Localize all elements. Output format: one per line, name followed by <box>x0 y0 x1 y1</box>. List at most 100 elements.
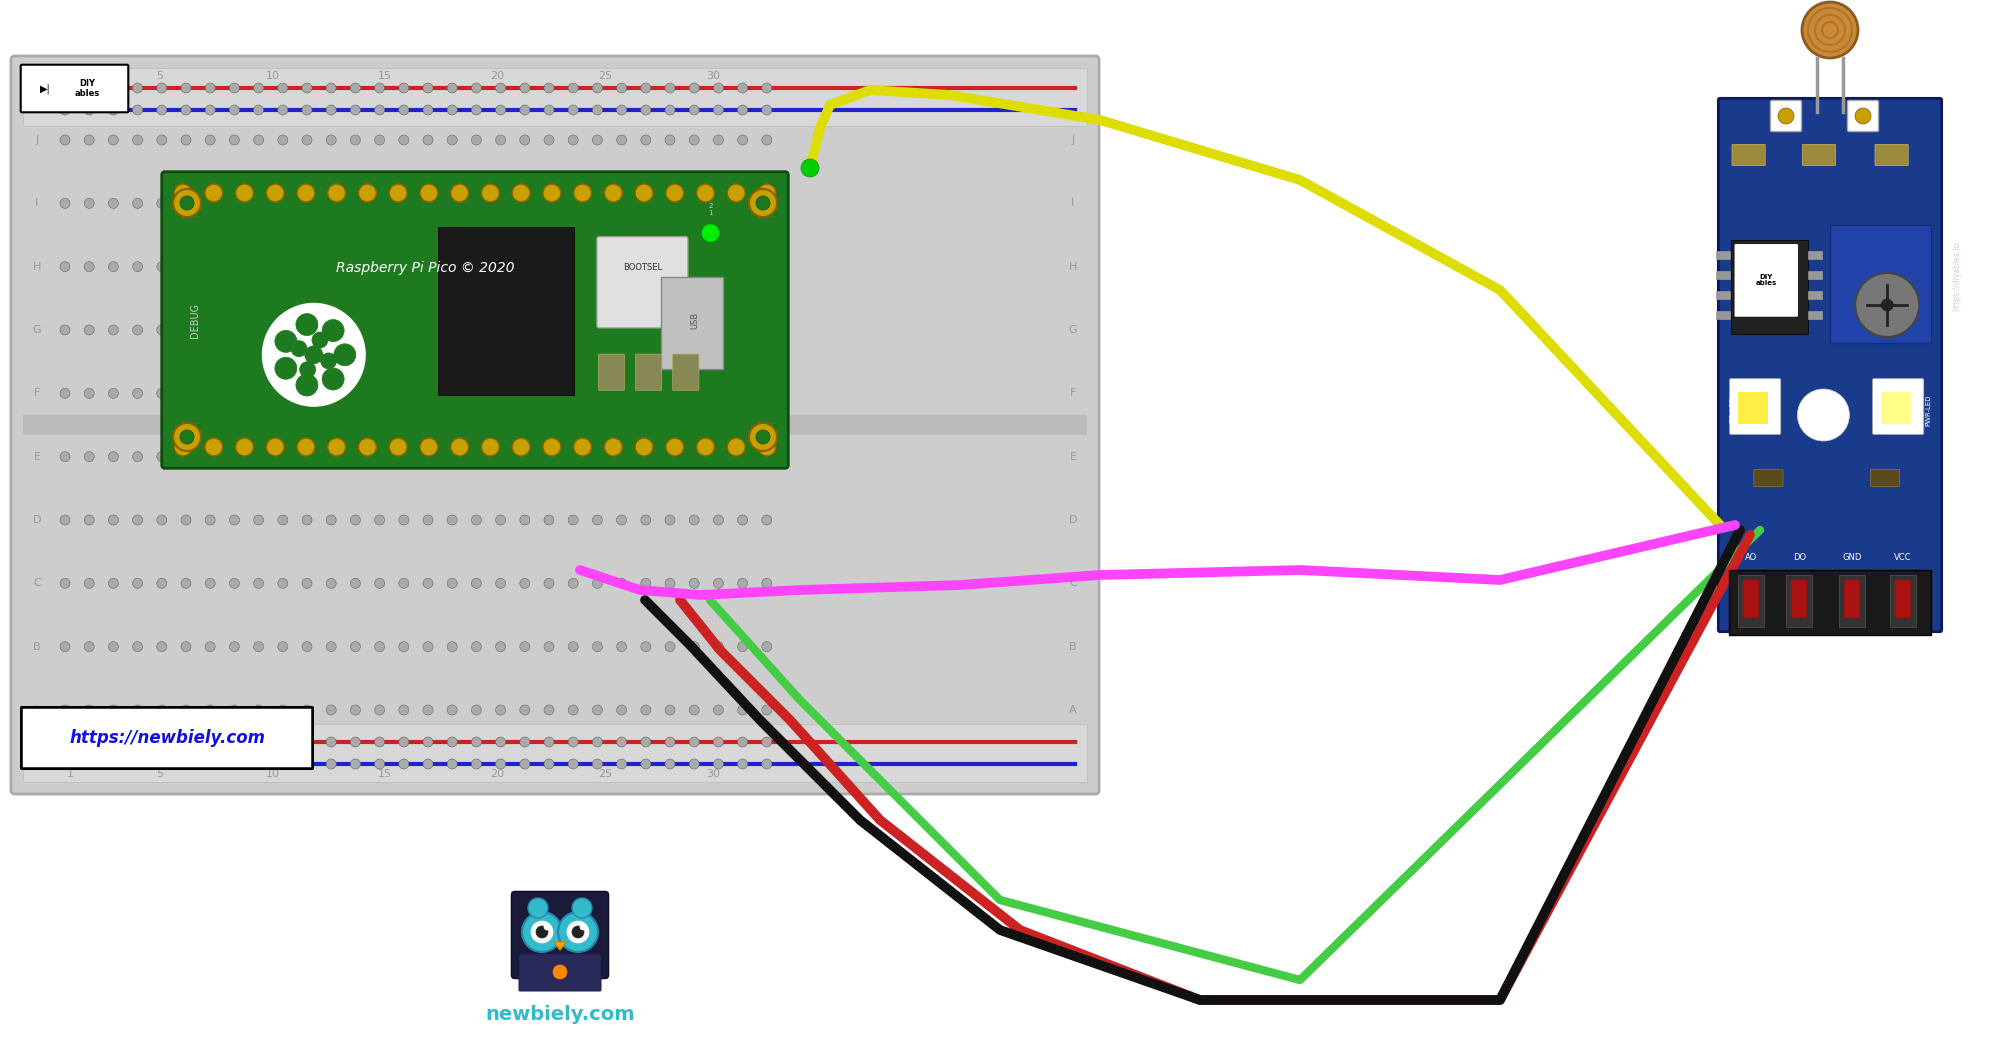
Circle shape <box>592 737 602 747</box>
Circle shape <box>592 758 602 769</box>
Circle shape <box>424 135 432 145</box>
Text: C: C <box>34 579 40 588</box>
Circle shape <box>1856 274 1920 337</box>
Circle shape <box>696 438 714 456</box>
Circle shape <box>84 758 94 769</box>
Text: D: D <box>32 515 42 525</box>
Circle shape <box>640 451 650 462</box>
Circle shape <box>156 737 166 747</box>
Circle shape <box>520 451 530 462</box>
Circle shape <box>374 642 384 651</box>
Circle shape <box>758 184 776 202</box>
Circle shape <box>132 83 142 93</box>
Circle shape <box>84 135 94 145</box>
Circle shape <box>206 262 216 271</box>
Circle shape <box>738 325 748 335</box>
Circle shape <box>738 705 748 715</box>
Circle shape <box>254 105 264 115</box>
Circle shape <box>132 105 142 115</box>
Circle shape <box>180 515 192 525</box>
Circle shape <box>520 105 530 115</box>
Text: 10: 10 <box>266 769 280 778</box>
FancyBboxPatch shape <box>10 56 1100 794</box>
Circle shape <box>156 515 166 525</box>
Circle shape <box>374 515 384 525</box>
Circle shape <box>544 105 554 115</box>
Circle shape <box>84 579 94 588</box>
Circle shape <box>616 451 626 462</box>
Circle shape <box>496 579 506 588</box>
Circle shape <box>738 388 748 399</box>
Circle shape <box>544 199 554 208</box>
Circle shape <box>374 262 384 271</box>
Circle shape <box>522 912 562 952</box>
Text: https://newbiely.com: https://newbiely.com <box>224 328 416 431</box>
Circle shape <box>472 737 482 747</box>
Circle shape <box>544 924 550 930</box>
Circle shape <box>528 898 548 918</box>
Circle shape <box>482 184 500 202</box>
Circle shape <box>302 579 312 588</box>
Circle shape <box>714 642 724 651</box>
Circle shape <box>278 262 288 271</box>
Circle shape <box>592 105 602 115</box>
Circle shape <box>350 262 360 271</box>
Bar <box>24 414 1088 434</box>
Text: https://newbiely.com: https://newbiely.com <box>68 729 264 747</box>
Circle shape <box>640 758 650 769</box>
Circle shape <box>84 451 94 462</box>
Circle shape <box>254 758 264 769</box>
Circle shape <box>304 346 322 364</box>
Circle shape <box>762 388 772 399</box>
Circle shape <box>520 199 530 208</box>
Circle shape <box>544 388 554 399</box>
Circle shape <box>302 105 312 115</box>
Circle shape <box>616 199 626 208</box>
FancyBboxPatch shape <box>598 237 688 328</box>
Circle shape <box>424 579 432 588</box>
Circle shape <box>374 83 384 93</box>
FancyBboxPatch shape <box>1730 379 1780 434</box>
Circle shape <box>206 758 216 769</box>
Circle shape <box>568 451 578 462</box>
Circle shape <box>616 262 626 271</box>
Circle shape <box>616 135 626 145</box>
Circle shape <box>714 135 724 145</box>
Circle shape <box>420 184 438 202</box>
Circle shape <box>350 705 360 715</box>
FancyBboxPatch shape <box>1874 144 1908 165</box>
Circle shape <box>374 705 384 715</box>
Circle shape <box>302 388 312 399</box>
Circle shape <box>738 737 748 747</box>
Circle shape <box>230 135 240 145</box>
Circle shape <box>326 705 336 715</box>
Circle shape <box>84 388 94 399</box>
Circle shape <box>640 135 650 145</box>
Circle shape <box>302 83 312 93</box>
Circle shape <box>206 642 216 651</box>
Circle shape <box>350 758 360 769</box>
Circle shape <box>266 438 284 456</box>
Circle shape <box>326 515 336 525</box>
Circle shape <box>520 325 530 335</box>
Circle shape <box>544 737 554 747</box>
Circle shape <box>690 705 700 715</box>
Text: A: A <box>1070 705 1076 715</box>
Circle shape <box>108 83 118 93</box>
Text: 30: 30 <box>706 70 720 81</box>
Circle shape <box>640 262 650 271</box>
Circle shape <box>762 515 772 525</box>
Circle shape <box>568 737 578 747</box>
Circle shape <box>448 737 458 747</box>
Circle shape <box>728 438 746 456</box>
Circle shape <box>424 758 432 769</box>
Bar <box>1880 392 1912 424</box>
Circle shape <box>762 642 772 651</box>
Circle shape <box>424 262 432 271</box>
Bar <box>1808 311 1822 319</box>
Circle shape <box>350 135 360 145</box>
Circle shape <box>302 262 312 271</box>
Circle shape <box>398 388 408 399</box>
Circle shape <box>350 83 360 93</box>
Circle shape <box>472 758 482 769</box>
